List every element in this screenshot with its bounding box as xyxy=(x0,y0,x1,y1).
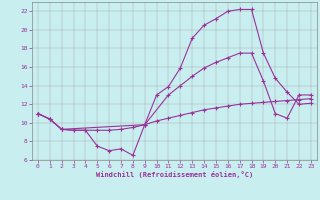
X-axis label: Windchill (Refroidissement éolien,°C): Windchill (Refroidissement éolien,°C) xyxy=(96,171,253,178)
